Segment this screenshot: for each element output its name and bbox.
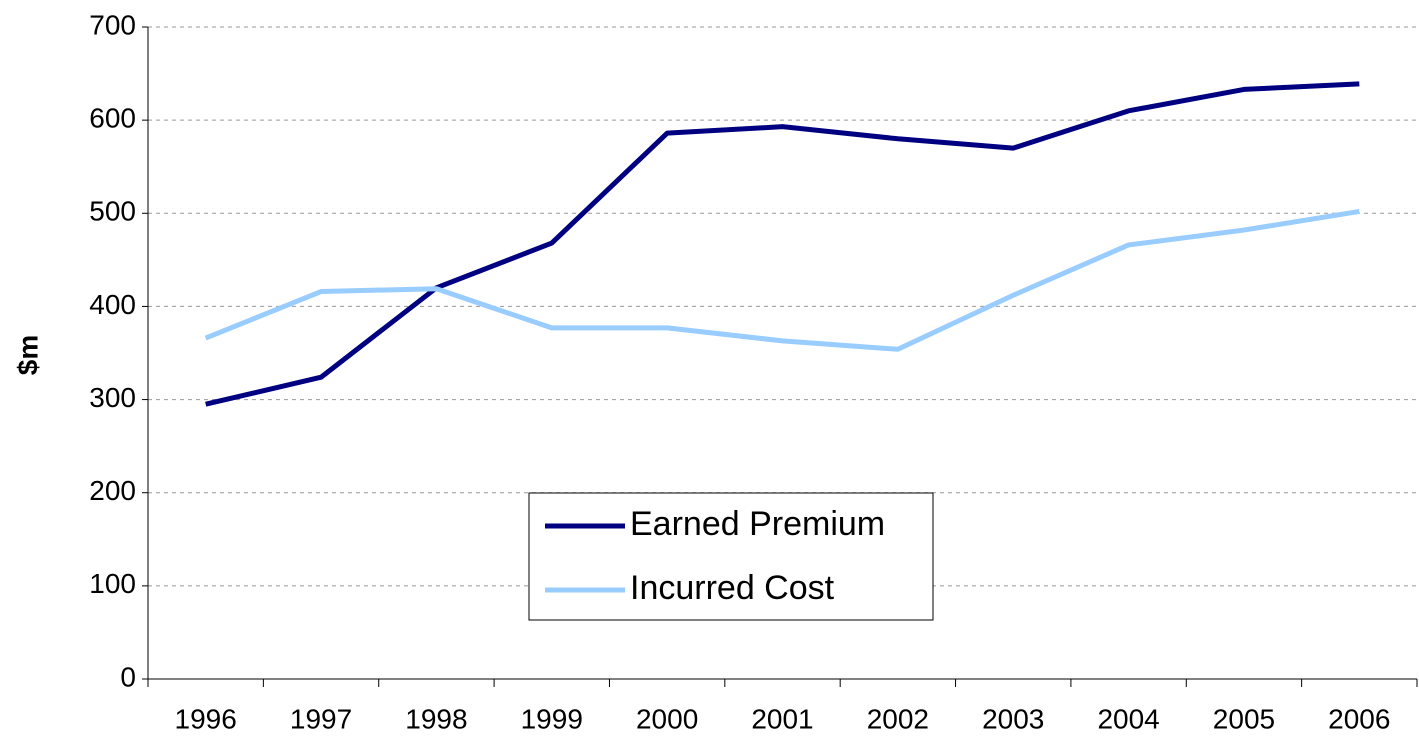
x-tick-label: 1997 xyxy=(290,703,352,734)
y-tick-label: 600 xyxy=(89,103,136,134)
series-line xyxy=(204,208,1360,352)
x-tick-label: 2005 xyxy=(1213,703,1275,734)
x-tick-label: 1998 xyxy=(405,703,467,734)
y-tick-label: 700 xyxy=(89,9,136,40)
y-tick-label: 300 xyxy=(89,382,136,413)
x-tick-label: 1999 xyxy=(521,703,583,734)
y-tick-label: 100 xyxy=(89,568,136,599)
x-tick-label: 2000 xyxy=(636,703,698,734)
y-tick-label: 0 xyxy=(120,661,136,692)
x-tick-label: 2004 xyxy=(1097,703,1159,734)
legend-label: Incurred Cost xyxy=(630,569,835,607)
x-tick-label: 2002 xyxy=(867,703,929,734)
y-axis-label: $m xyxy=(12,335,43,375)
x-tick-label: 1996 xyxy=(175,703,237,734)
legend-box xyxy=(528,492,934,621)
series-line xyxy=(205,81,1360,407)
x-tick-label: 2003 xyxy=(982,703,1044,734)
y-tick-label: 500 xyxy=(89,196,136,227)
legend: Earned Premium Incurred Cost xyxy=(528,492,934,621)
x-tick-label: 2001 xyxy=(751,703,813,734)
legend-label: Earned Premium xyxy=(630,505,885,543)
x-tick-label: 2006 xyxy=(1328,703,1390,734)
y-tick-label: 400 xyxy=(89,289,136,320)
y-tick-label: 200 xyxy=(89,475,136,506)
